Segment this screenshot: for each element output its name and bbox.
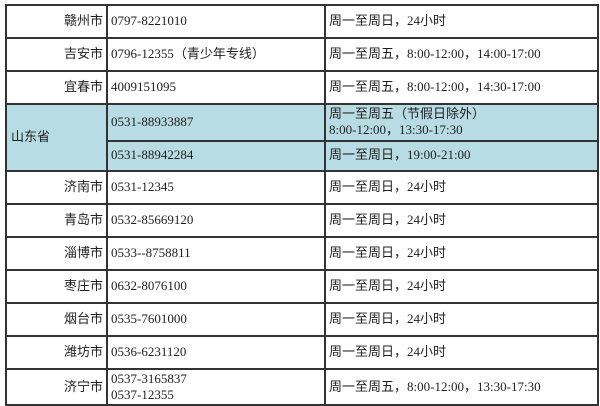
city-cell: 吉安市 [5,37,108,72]
table-row: 枣庄市 0632-8076100 周一至周日，24小时 [5,268,599,304]
table-row: 青岛市 0532-85669120 周一至周日，24小时 [5,202,599,238]
table-row: 淄博市 0533--8758811 周一至周日，24小时 [5,235,599,271]
city-cell: 赣州市 [5,4,108,39]
phone-line: 0537-12355 [111,386,174,402]
phone-line: 0537-3165837 [111,370,187,386]
service-hours-cell: 周一至周日，24小时 [324,169,599,205]
phone-cell: 0796-12355（青少年专线） [106,37,326,72]
phone-line: 0532-85669120 [111,211,194,227]
province-cell: 山东省 [5,103,108,172]
service-hours-cell: 周一至周五，8:00-12:00，14:00-17:00 [324,37,599,72]
hours-line: 周一至周日，24小时 [329,244,447,260]
service-hours-cell: 周一至周日，24小时 [324,4,599,39]
table-row: 0531-88942284 周一至周日，19:00-21:00 [6,139,599,172]
hours-line: 周一至周日，24小时 [329,343,447,359]
phone-cell: 0533--8758811 [106,235,326,271]
phone-cell: 0797-8221010 [106,4,326,39]
table-row: 烟台市 0535-7601000 周一至周日，24小时 [5,301,599,337]
phone-cell: 4009151095 [106,70,326,105]
city-cell: 宜春市 [5,70,108,105]
phone-cell: 0531-88933887 [106,103,326,142]
phone-line: 0535-7601000 [111,310,187,326]
phone-cell: 0531-12345 [106,169,326,205]
hours-line: 周一至周日，24小时 [329,178,447,194]
table-row: 潍坊市 0536-6231120 周一至周日，24小时 [5,334,599,370]
city-cell: 青岛市 [5,202,108,238]
phone-line: 0531-88933887 [111,114,194,130]
service-hours-cell: 周一至周日，24小时 [324,268,599,304]
phone-line: 0531-88942284 [111,147,194,163]
service-hours-cell: 周一至周五，8:00-12:00，14:30-17:00 [324,70,599,105]
table-row: 山东省 0531-88933887 周一至周五（节假日除外） 8:00-12:00，1… [5,103,599,172]
hotline-table-body: 赣州市 0797-8221010 周一至周日，24小时 吉安市 0796-12355（青… [5,4,599,406]
service-hours-cell: 周一至周五（节假日除外） 8:00-12:00，13:30-17:30 [324,103,599,142]
table-row: 赣州市 0797-8221010 周一至周日，24小时 [5,4,599,39]
hours-line: 周一至周日，24小时 [329,277,447,293]
phone-line: 0533--8758811 [111,244,191,260]
phone-cell: 0532-85669120 [106,202,326,238]
table-row: 吉安市 0796-12355（青少年专线） 周一至周五，8:00-12:00，14:… [5,37,599,72]
hours-line: 周一至周五，8:00-12:00，13:30-17:30 [329,378,541,394]
phone-cell: 0535-7601000 [106,301,326,337]
phone-line: 0632-8076100 [111,277,187,293]
hours-line: 周一至周日，24小时 [329,310,447,326]
service-hours-cell: 周一至周日，24小时 [324,301,599,337]
phone-line: 4009151095 [111,79,176,95]
phone-cell: 0632-8076100 [106,268,326,304]
hotline-table: 赣州市 0797-8221010 周一至周日，24小时 吉安市 0796-12355（青… [5,4,599,406]
hours-line: 周一至周五，8:00-12:00，14:30-17:00 [329,79,541,95]
phone-cell: 0536-6231120 [106,334,326,370]
hours-line: 周一至周五，8:00-12:00，14:00-17:00 [329,46,541,62]
city-cell: 枣庄市 [5,268,108,304]
city-cell: 烟台市 [5,301,108,337]
hours-line: 周一至周日，24小时 [329,13,447,29]
city-cell: 济南市 [5,169,108,205]
table-row: 宜春市 4009151095 周一至周五，8:00-12:00，14:30-17:0… [5,70,599,105]
phone-line: 0796-12355（青少年专线） [111,46,265,62]
hours-line: 周一至周日，24小时 [329,211,447,227]
hotline-table-container: 赣州市 0797-8221010 周一至周日，24小时 吉安市 0796-12355（青… [5,4,599,406]
service-hours-cell: 周一至周日，24小时 [324,235,599,271]
phone-line: 0536-6231120 [111,343,187,359]
hours-line: 周一至周五（节假日除外） [329,106,486,121]
hours-line: 周一至周日，19:00-21:00 [329,147,471,163]
service-hours-cell: 周一至周日，24小时 [324,202,599,238]
hours-line: 8:00-12:00，13:30-17:30 [329,122,463,138]
city-cell: 潍坊市 [5,334,108,370]
service-hours-cell: 周一至周日，24小时 [324,334,599,370]
service-hours-cell: 周一至周日，19:00-21:00 [324,139,599,172]
phone-cell: 0531-88942284 [106,139,326,172]
phone-line: 0797-8221010 [111,13,187,29]
table-row: 济南市 0531-12345 周一至周日，24小时 [5,169,599,205]
phone-line: 0531-12345 [111,178,174,194]
city-cell: 淄博市 [5,235,108,271]
